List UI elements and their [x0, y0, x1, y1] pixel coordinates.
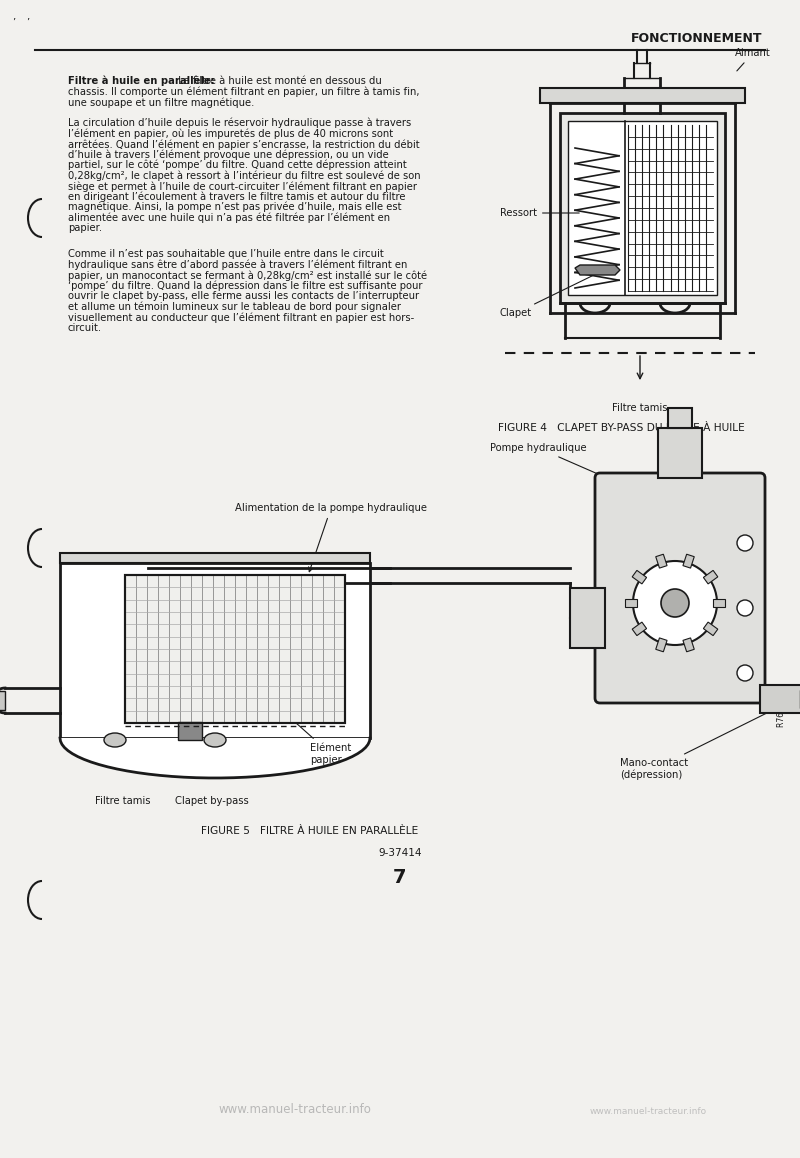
- Text: 7: 7: [394, 868, 406, 887]
- Text: Ressort: Ressort: [500, 208, 579, 218]
- Text: l’élément en papier, où les impuretés de plus de 40 microns sont: l’élément en papier, où les impuretés de…: [68, 129, 393, 139]
- Text: 9-37414: 9-37414: [378, 848, 422, 858]
- Text: ‘pompe’ du filtre. Quand la dépression dans le filtre est suffisante pour: ‘pompe’ du filtre. Quand la dépression d…: [68, 280, 422, 292]
- Ellipse shape: [204, 733, 226, 747]
- Text: hydraulique sans être d’abord passée à travers l’élément filtrant en: hydraulique sans être d’abord passée à t…: [68, 259, 407, 270]
- Text: www.manuel-tracteur.info: www.manuel-tracteur.info: [218, 1104, 371, 1116]
- Text: R76 137: R76 137: [778, 695, 786, 727]
- Text: La circulation d’huile depuis le réservoir hydraulique passe à travers: La circulation d’huile depuis le réservo…: [68, 118, 411, 129]
- Polygon shape: [703, 571, 718, 584]
- Text: Pompe hydraulique: Pompe hydraulique: [490, 444, 626, 486]
- Text: Mano-contact
(dépression): Mano-contact (dépression): [620, 701, 791, 780]
- Text: FIGURE 4   CLAPET BY-PASS DU FILTRE À HUILE: FIGURE 4 CLAPET BY-PASS DU FILTRE À HUIL…: [498, 423, 745, 433]
- Text: d’huile à travers l’élément provoque une dépression, ou un vide: d’huile à travers l’élément provoque une…: [68, 149, 389, 160]
- Bar: [0, 691, 5, 710]
- Polygon shape: [713, 599, 725, 607]
- Text: www.manuel-tracteur.info: www.manuel-tracteur.info: [590, 1107, 706, 1116]
- Text: Filtre à huile en parallèle:: Filtre à huile en parallèle:: [68, 76, 214, 87]
- Polygon shape: [683, 638, 694, 652]
- Text: ’: ’: [26, 19, 29, 28]
- Bar: [560, 113, 725, 303]
- Polygon shape: [632, 622, 646, 636]
- Polygon shape: [656, 555, 667, 569]
- Text: arrêtées. Quand l’élément en papier s’encrasse, la restriction du débit: arrêtées. Quand l’élément en papier s’en…: [68, 139, 420, 149]
- Text: Comme il n’est pas souhaitable que l’huile entre dans le circuit: Comme il n’est pas souhaitable que l’hui…: [68, 249, 384, 259]
- Text: une soupape et un filtre magnétique.: une soupape et un filtre magnétique.: [68, 97, 254, 108]
- Text: papier.: papier.: [68, 223, 102, 233]
- Text: Aimant: Aimant: [735, 47, 770, 71]
- Bar: [540, 88, 745, 103]
- Polygon shape: [703, 622, 718, 636]
- Bar: [125, 576, 345, 723]
- Text: Alimentation de la pompe hydraulique: Alimentation de la pompe hydraulique: [235, 503, 427, 572]
- Bar: [568, 120, 717, 295]
- Ellipse shape: [104, 733, 126, 747]
- Circle shape: [737, 665, 753, 681]
- Bar: [125, 576, 345, 723]
- Polygon shape: [575, 265, 620, 274]
- Text: Clapet: Clapet: [500, 274, 595, 318]
- Bar: [178, 721, 202, 740]
- Polygon shape: [683, 555, 694, 569]
- Text: alimentée avec une huile qui n’a pas été filtrée par l’élément en: alimentée avec une huile qui n’a pas été…: [68, 213, 390, 223]
- Text: Elément
papier: Elément papier: [216, 652, 351, 764]
- Text: et allume un témoin lumineux sur le tableau de bord pour signaler: et allume un témoin lumineux sur le tabl…: [68, 302, 401, 313]
- Text: ’: ’: [12, 19, 15, 28]
- Text: circuit.: circuit.: [68, 323, 102, 332]
- Text: FONCTIONNEMENT: FONCTIONNEMENT: [630, 32, 762, 45]
- Bar: [658, 428, 702, 478]
- Text: papier, un manocontact se fermant à 0,28kg/cm² est installé sur le côté: papier, un manocontact se fermant à 0,28…: [68, 270, 427, 280]
- Text: visuellement au conducteur que l’élément filtrant en papier est hors-: visuellement au conducteur que l’élément…: [68, 313, 414, 323]
- Text: chassis. Il comporte un élément filtrant en papier, un filtre à tamis fin,: chassis. Il comporte un élément filtrant…: [68, 87, 419, 97]
- Polygon shape: [656, 638, 667, 652]
- Text: Clapet by-pass: Clapet by-pass: [175, 796, 249, 806]
- Circle shape: [737, 535, 753, 551]
- Text: Le filtre à huile est monté en dessous du: Le filtre à huile est monté en dessous d…: [175, 76, 382, 86]
- Text: 0,28kg/cm², le clapet à ressort à l’intérieur du filtre est soulevé de son: 0,28kg/cm², le clapet à ressort à l’inté…: [68, 170, 421, 181]
- Bar: [60, 563, 370, 738]
- Bar: [60, 554, 370, 563]
- Text: Filtre tamis: Filtre tamis: [612, 403, 668, 413]
- Polygon shape: [632, 571, 646, 584]
- FancyBboxPatch shape: [595, 472, 765, 703]
- Text: en dirigeant l’écoulement à travers le filtre tamis et autour du filtre: en dirigeant l’écoulement à travers le f…: [68, 191, 406, 201]
- Text: Filtre tamis: Filtre tamis: [95, 796, 150, 806]
- Text: siège et permet à l’huile de court-circuiter l’élément filtrant en papier: siège et permet à l’huile de court-circu…: [68, 181, 417, 191]
- Text: FIGURE 5   FILTRE À HUILE EN PARALLÈLE: FIGURE 5 FILTRE À HUILE EN PARALLÈLE: [202, 826, 418, 836]
- Text: partiel, sur le côté ‘pompe’ du filtre. Quand cette dépression atteint: partiel, sur le côté ‘pompe’ du filtre. …: [68, 160, 406, 170]
- Circle shape: [633, 560, 717, 645]
- Polygon shape: [625, 599, 637, 607]
- Bar: [668, 408, 692, 428]
- Text: magnétique. Ainsi, la pompe n’est pas privée d’huile, mais elle est: magnétique. Ainsi, la pompe n’est pas pr…: [68, 201, 402, 213]
- Text: ouvrir le clapet by-pass, elle ferme aussi les contacts de l’interrupteur: ouvrir le clapet by-pass, elle ferme aus…: [68, 292, 419, 301]
- Bar: [570, 588, 605, 648]
- Circle shape: [737, 600, 753, 616]
- Circle shape: [661, 589, 689, 617]
- Bar: [760, 686, 800, 713]
